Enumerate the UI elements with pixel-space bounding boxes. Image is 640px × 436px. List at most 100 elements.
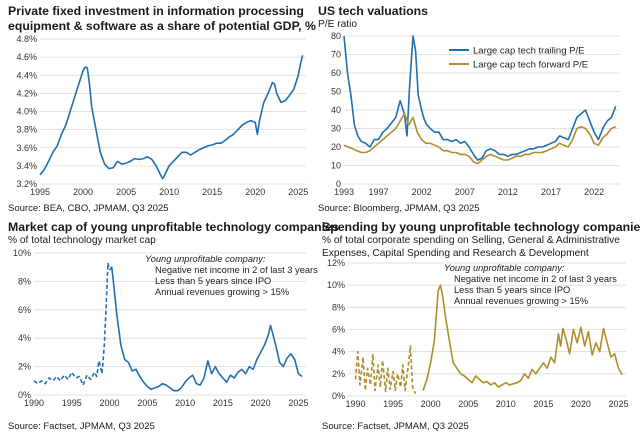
y-tick-label: 10% xyxy=(13,248,31,258)
x-tick-label: 2000 xyxy=(73,187,93,197)
chart-title-line: Market cap of young unprofitable technol… xyxy=(8,220,339,234)
x-tick-label: 1995 xyxy=(383,399,403,409)
chart-plot: 0% 2% 4% 6% 8% 10% 1990 1995 2000 2005 2010 2015 202… xyxy=(13,248,318,408)
chart-subtitle-line: Expenses, Capital Spending and Research … xyxy=(322,247,589,259)
x-tick-label: 2000 xyxy=(100,398,120,408)
annotation-line: Annual revenues growing > 15% xyxy=(155,287,289,297)
x-tick-label: 2015 xyxy=(533,399,553,409)
x-tick-label: 2020 xyxy=(571,399,591,409)
annotation-heading: Young unprofitable company: xyxy=(145,254,266,264)
legend-label: Large cap tech trailing P/E xyxy=(473,46,584,57)
x-tick-label: 1990 xyxy=(345,399,365,409)
series-line xyxy=(39,55,304,180)
legend: Large cap tech trailing P/E Large cap tec… xyxy=(449,46,588,71)
chart-subtitle: P/E ratio xyxy=(318,19,358,30)
y-tick-label: 3.8% xyxy=(16,125,37,135)
x-tick-label: 2012 xyxy=(498,187,518,197)
y-tick-label: 6% xyxy=(332,325,345,335)
y-tick-label: 4.6% xyxy=(16,52,37,62)
y-tick-label: 0% xyxy=(332,391,345,401)
series-line xyxy=(343,35,617,161)
chart-plot: 3.2% 3.4% 3.6% 3.8% 4.0% 4.2% 4.4% 4.6% 4.8% 1995… xyxy=(16,34,308,197)
x-tick-label: 2010 xyxy=(496,399,516,409)
gridlines xyxy=(34,252,306,396)
y-tick-label: 4.2% xyxy=(16,88,37,98)
x-tick-label: 2025 xyxy=(288,398,308,408)
annotation-line: Less than 5 years since IPO xyxy=(155,276,271,286)
annotation-line: Negative net income in 2 of last 3 years xyxy=(155,265,318,275)
chart-source: Source: Factset, JPMAM, Q3 2025 xyxy=(322,421,469,432)
y-tick-label: 4.0% xyxy=(16,107,37,117)
chart-plot: 0 10 20 30 40 50 60 70 80 1993 1997 2002 2007 2012 201… xyxy=(331,31,620,197)
chart-title-line: Private fixed investment in information … xyxy=(8,4,304,18)
chart-panel-young-unprofitable-spending: Spending by young unprofitable technolog… xyxy=(322,220,640,434)
chart-source: Source: BEA, CBO, JPMAM, Q3 2025 xyxy=(8,203,169,214)
chart-title: US tech valuations xyxy=(318,4,428,19)
y-tick-label: 4.4% xyxy=(16,70,37,80)
y-tick-label: 80 xyxy=(331,31,341,41)
x-tick-label: 2005 xyxy=(137,398,157,408)
y-tick-label: 10% xyxy=(327,280,345,290)
chart-title: Private fixed investment in information … xyxy=(8,4,316,33)
x-tick-label: 2000 xyxy=(421,399,441,409)
x-tick-label: 2025 xyxy=(608,399,628,409)
x-tick-label: 2010 xyxy=(159,187,179,197)
chart-panel-tech-valuations: US tech valuations P/E ratio 0 10 20 30 40 50… xyxy=(318,4,632,214)
x-tick-label: 1995 xyxy=(30,187,50,197)
x-tick-label: 2005 xyxy=(116,187,136,197)
y-tick-label: 20 xyxy=(331,142,341,152)
gridlines xyxy=(40,38,306,185)
chart-title-line: Spending by young unprofitable technolog… xyxy=(322,220,640,234)
x-tick-label: 1993 xyxy=(334,187,354,197)
annotation: Young unprofitable company:Negative net … xyxy=(444,263,617,306)
series-line xyxy=(108,266,303,392)
y-tick-label: 4.8% xyxy=(16,34,37,44)
y-tick-label: 50 xyxy=(331,87,341,97)
x-tick-label: 2015 xyxy=(202,187,222,197)
chart-source: Source: Bloomberg, JPMAM, Q3 2025 xyxy=(318,203,480,214)
chart-title-line: US tech valuations xyxy=(318,4,429,18)
gridlines xyxy=(344,35,620,185)
y-tick-label: 0% xyxy=(18,390,31,400)
gridlines xyxy=(348,262,626,397)
chart-subtitle: % of total corporate spending on Selling… xyxy=(322,235,620,260)
annotation-line: Less than 5 years since IPO xyxy=(454,285,570,295)
x-tick-label: 2025 xyxy=(288,187,308,197)
y-tick-label: 10 xyxy=(331,161,341,171)
chart-plot: 0% 2% 4% 6% 8% 10% 12% 1990 1995 2000 2005 2010 2015… xyxy=(327,258,629,409)
y-tick-label: 2% xyxy=(332,369,345,379)
annotation-line: Negative net income in 2 of last 3 years xyxy=(454,274,617,284)
x-tick-label: 2002 xyxy=(412,187,432,197)
x-tick-label: 1990 xyxy=(24,398,44,408)
y-tick-label: 40 xyxy=(331,105,341,115)
x-tick-label: 2005 xyxy=(458,399,478,409)
annotation-heading: Young unprofitable company: xyxy=(444,263,565,273)
series-line xyxy=(422,284,623,391)
y-tick-label: 8% xyxy=(332,302,345,312)
x-tick-label: 2022 xyxy=(584,187,604,197)
chart-subtitle: % of total technology market cap xyxy=(8,235,156,246)
x-tick-label: 2020 xyxy=(245,187,265,197)
y-tick-label: 60 xyxy=(331,68,341,78)
x-tick-label: 2017 xyxy=(541,187,561,197)
y-tick-label: 12% xyxy=(327,258,345,268)
y-tick-label: 30 xyxy=(331,124,341,134)
y-tick-label: 3.4% xyxy=(16,161,37,171)
legend-label: Large cap tech forward P/E xyxy=(473,60,588,71)
series-line xyxy=(33,262,111,386)
chart-title: Market cap of young unprofitable technol… xyxy=(8,220,339,235)
y-tick-label: 8% xyxy=(18,276,31,286)
chart-panel-young-unprofitable-market-cap: Market cap of young unprofitable technol… xyxy=(8,220,339,434)
annotation-line: Annual revenues growing > 15% xyxy=(454,296,588,306)
chart-title-line: equipment & software as a share of poten… xyxy=(8,18,316,33)
y-tick-label: 4% xyxy=(18,333,31,343)
y-tick-label: 70 xyxy=(331,50,341,60)
x-tick-label: 1995 xyxy=(62,398,82,408)
series-line xyxy=(354,345,417,395)
y-tick-label: 0 xyxy=(336,179,341,189)
y-tick-label: 6% xyxy=(18,305,31,315)
x-tick-label: 2015 xyxy=(213,398,233,408)
chart-source: Source: Factset, JPMAM, Q3 2025 xyxy=(8,421,155,432)
y-tick-label: 2% xyxy=(18,362,31,372)
x-tick-label: 2010 xyxy=(175,398,195,408)
